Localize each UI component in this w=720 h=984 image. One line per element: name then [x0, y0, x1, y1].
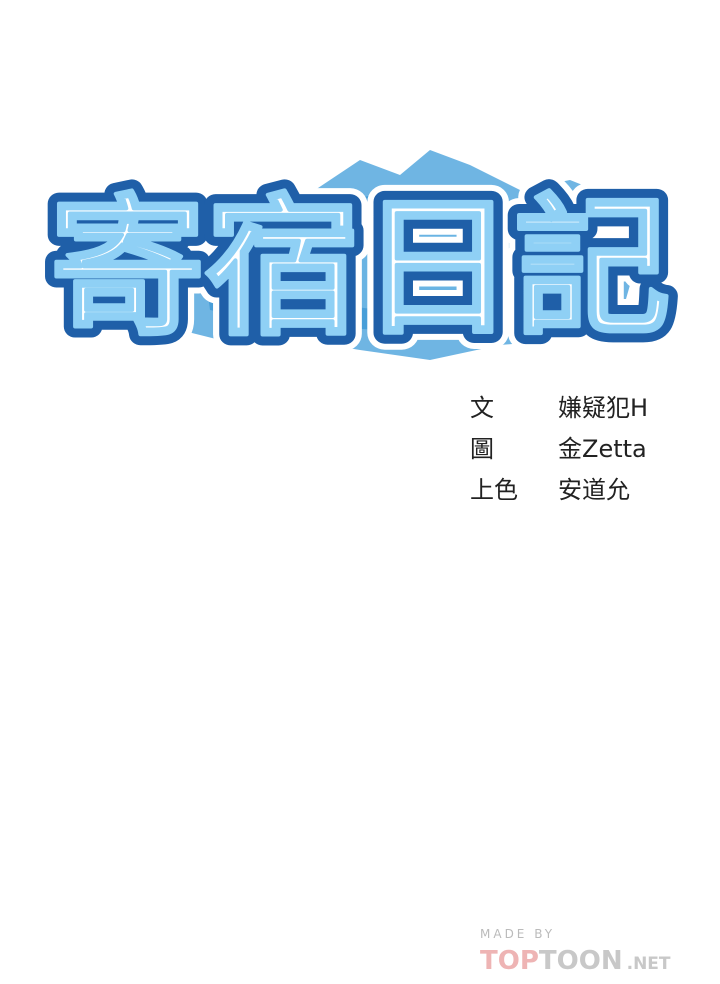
watermark-brand: TOPTOON .NET: [480, 946, 671, 976]
watercolor: [140, 150, 640, 360]
credit-name: 安道允: [558, 476, 630, 504]
credit-role: 上色: [470, 476, 518, 504]
credit-role: 圖: [470, 435, 494, 463]
credits: 文 嫌疑犯H 圖 金Zetta 上色 安道允: [470, 394, 648, 504]
title-stroke: 寄宿日記: [50, 182, 670, 356]
watermark-brand-a: TOP: [480, 946, 539, 976]
title: 寄宿日記: [50, 182, 670, 356]
credit-name: 金Zetta: [558, 435, 647, 463]
credit-role: 文: [470, 394, 494, 422]
title-outline: 寄宿日記: [50, 182, 670, 356]
credit-name: 嫌疑犯H: [558, 394, 648, 422]
watermark-made-by: MADE BY: [480, 927, 555, 941]
title-logo: 寄宿日記 寄宿日記 寄宿日記: [33, 165, 687, 373]
watermark-brand-b: TOON: [539, 946, 623, 976]
watermark: MADE BY TOPTOON .NET: [480, 927, 671, 976]
watermark-suffix: .NET: [627, 954, 671, 974]
